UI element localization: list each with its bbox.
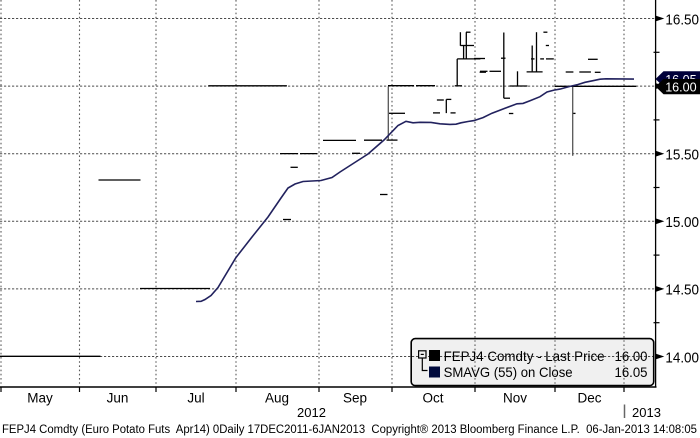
svg-text:16.00: 16.00 xyxy=(665,80,697,95)
svg-text:Nov: Nov xyxy=(503,390,527,405)
svg-text:FEPJ4 Comdty - Last Price: FEPJ4 Comdty - Last Price xyxy=(444,348,605,364)
svg-text:Oct: Oct xyxy=(422,390,443,405)
svg-text:FEPJ4 Comdty (Euro Potato Futs: FEPJ4 Comdty (Euro Potato Futs Apr14) 0D… xyxy=(2,424,697,436)
svg-text:16.00: 16.00 xyxy=(615,348,648,364)
svg-text:15.50: 15.50 xyxy=(665,147,699,164)
svg-text:14.00: 14.00 xyxy=(665,349,699,366)
svg-text:Sep: Sep xyxy=(343,390,367,405)
svg-text:14.50: 14.50 xyxy=(665,282,699,299)
svg-text:2013: 2013 xyxy=(632,405,661,420)
svg-text:Dec: Dec xyxy=(577,390,601,405)
svg-text:Aug: Aug xyxy=(265,390,289,405)
svg-text:2012: 2012 xyxy=(297,405,326,420)
svg-text:16.50: 16.50 xyxy=(665,11,699,28)
svg-text:15.00: 15.00 xyxy=(665,214,699,231)
svg-text:Jul: Jul xyxy=(187,390,204,405)
svg-text:Jun: Jun xyxy=(107,390,129,405)
svg-text:May: May xyxy=(27,390,53,405)
svg-text:SMAVG (55) on Close: SMAVG (55) on Close xyxy=(444,364,573,380)
svg-text:16.05: 16.05 xyxy=(615,364,648,380)
